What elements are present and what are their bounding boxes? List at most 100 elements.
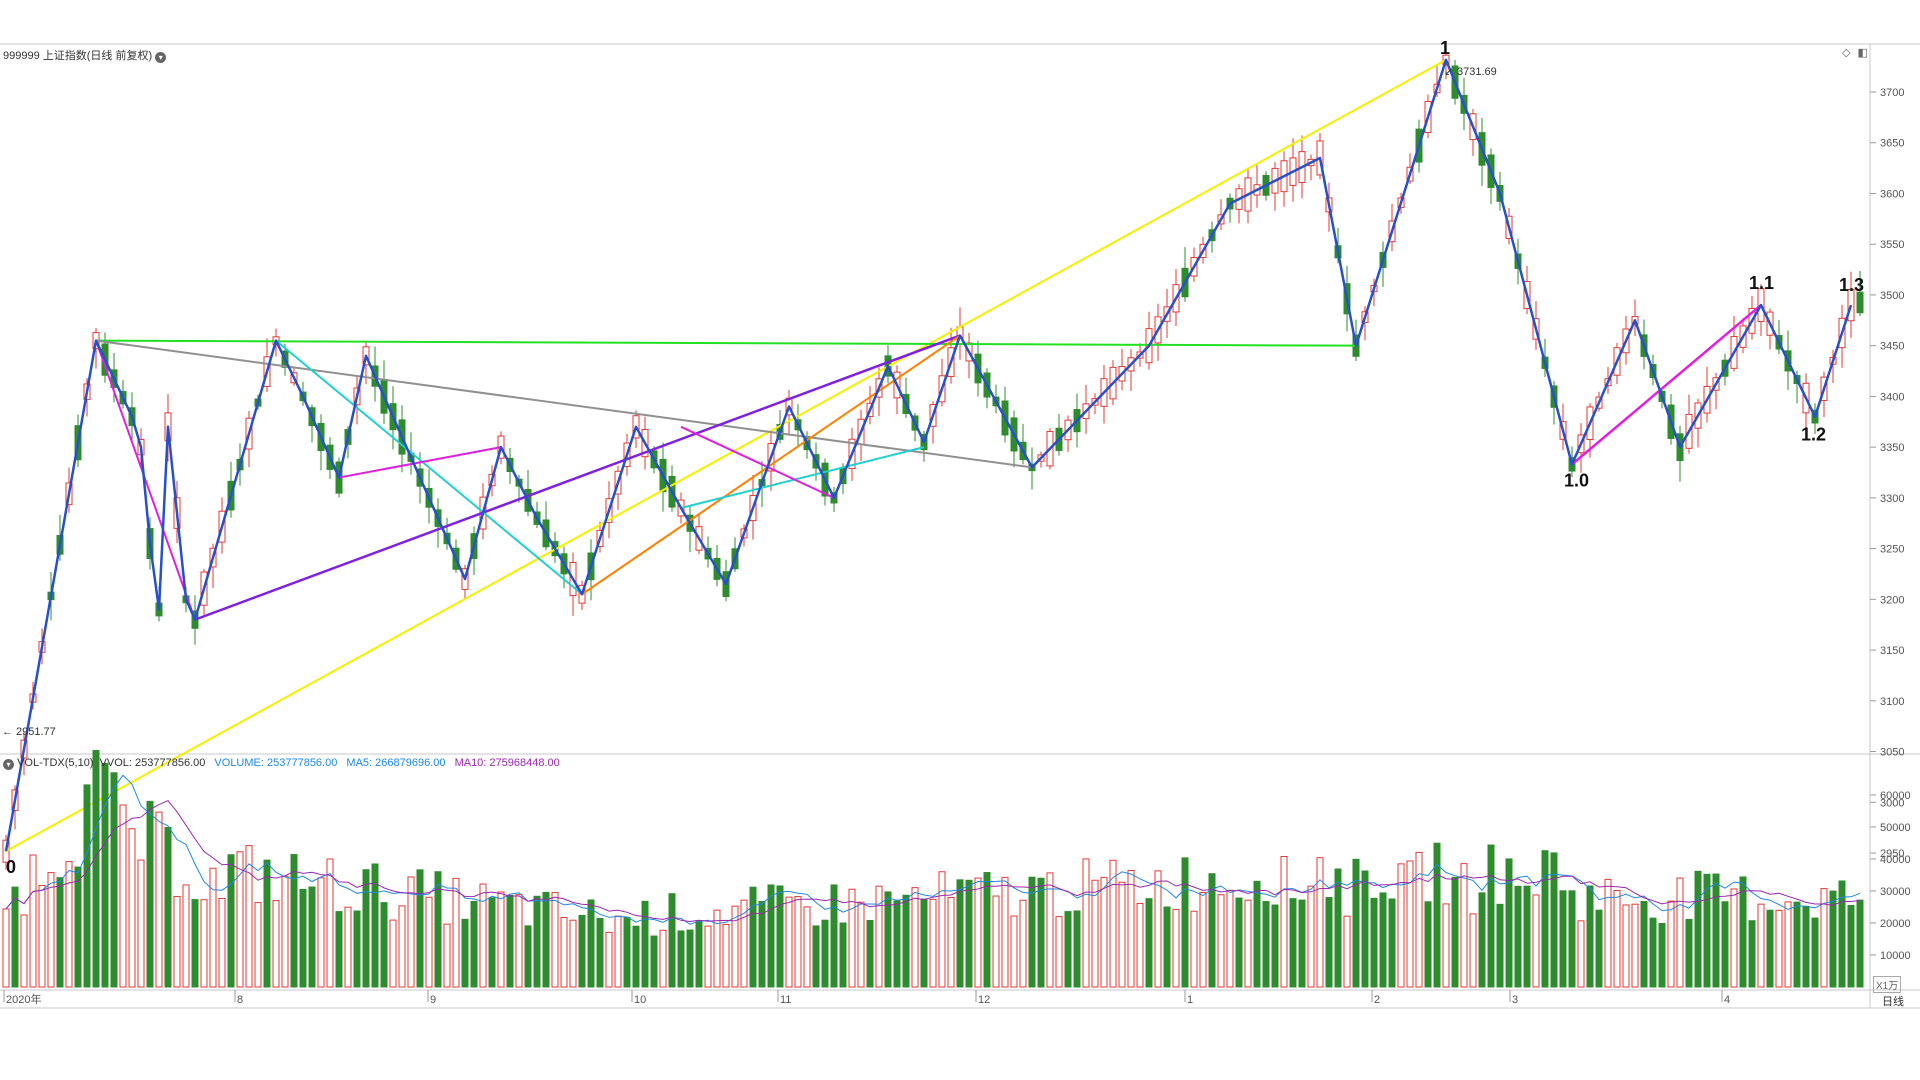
time-tick-label: 12 — [978, 994, 990, 1006]
indicator-name: VOL-TDX(5,10) — [17, 757, 94, 769]
time-tick-label: 8 — [237, 994, 243, 1006]
wave-label: 1.1 — [1749, 273, 1774, 293]
volume-bar — [1667, 900, 1675, 988]
volume-bar — [1640, 901, 1648, 988]
volume-bar — [767, 884, 775, 988]
volume-bar — [299, 888, 307, 988]
chart-controls: ◇ ◧ — [1842, 46, 1868, 59]
volume-bar — [1739, 876, 1747, 988]
volume-bar — [713, 909, 721, 988]
volume-bar — [515, 894, 523, 988]
volume-bar — [659, 929, 667, 988]
wave-label: 1.2 — [1801, 425, 1826, 445]
volume-bar — [47, 872, 55, 988]
title-dropdown-icon[interactable]: ▾ — [155, 52, 167, 63]
volume-bar — [911, 887, 919, 988]
price-tick-label: 3100 — [1880, 696, 1904, 708]
volume-bar — [839, 922, 847, 988]
volume-bar — [425, 896, 433, 988]
volume-bar — [200, 899, 208, 988]
volume-bar — [803, 906, 811, 988]
volume-bar — [1037, 877, 1045, 988]
volume-bar — [1253, 880, 1261, 988]
volume-bar — [749, 886, 757, 988]
volume-bar — [1460, 863, 1468, 988]
volume-tick-label: 50000 — [1880, 822, 1911, 834]
magenta-trend-line-2 — [338, 446, 502, 479]
volume-bar — [1154, 870, 1162, 988]
volume-bar — [1694, 870, 1702, 988]
period-label[interactable]: 日线 — [1882, 996, 1904, 1008]
volume-bar — [1532, 894, 1540, 988]
gray-trend-line — [95, 339, 1033, 469]
volume-bar — [1073, 910, 1081, 988]
volume-bar — [569, 919, 577, 988]
volume-bar — [20, 914, 28, 988]
volume-bar — [776, 885, 784, 988]
volume-bar — [1055, 916, 1063, 988]
volume-bar — [227, 854, 235, 988]
diamond-icon[interactable]: ◇ — [1842, 47, 1851, 59]
volume-bar — [65, 861, 73, 988]
time-tick-label: 11 — [780, 994, 791, 1006]
volume-bar — [110, 772, 118, 988]
volume-bar — [1595, 909, 1603, 988]
volume-bar — [848, 888, 856, 988]
ma10-line — [5, 799, 1861, 923]
volume-bar — [1847, 904, 1855, 988]
volume-bar — [1577, 920, 1585, 988]
volume-bar — [1604, 878, 1612, 988]
volume-dropdown-icon[interactable]: ▾ — [3, 759, 14, 770]
volume-bar — [155, 811, 163, 988]
volume-bar — [1118, 881, 1126, 988]
volume-bar — [128, 828, 136, 988]
volume-bar — [920, 898, 928, 988]
time-tick-label: 9 — [430, 994, 436, 1006]
volume-bar — [1028, 876, 1036, 988]
volume-bar — [1289, 898, 1297, 988]
chart-title-text: 999999 上证指数(日线 前复权) — [3, 50, 153, 62]
volume-bar — [335, 911, 343, 988]
wave-zigzag-line — [4, 58, 1853, 852]
volume-bar — [1730, 888, 1738, 988]
price-tick-label: 3600 — [1880, 188, 1904, 200]
volume-bar — [398, 905, 406, 988]
volume-bar — [929, 898, 937, 988]
panel-toggle-icon[interactable]: ◧ — [1857, 47, 1868, 59]
volume-bar — [992, 895, 1000, 988]
volume-bar — [641, 900, 649, 988]
volume-bar — [1676, 877, 1684, 988]
volume-bar — [1658, 923, 1666, 988]
volume-bar — [1100, 876, 1108, 988]
volume-bar — [1685, 918, 1693, 988]
volume-bar — [1559, 890, 1567, 988]
volume-bar — [191, 899, 199, 988]
price-tick-label: 3450 — [1880, 341, 1904, 353]
volume-bar — [1298, 899, 1306, 988]
volume-bar — [956, 879, 964, 988]
volume-bar — [866, 919, 874, 988]
time-tick-label: 2020年 — [6, 992, 41, 1006]
volume-bar — [983, 872, 991, 988]
wave-label: 0 — [6, 857, 16, 877]
volume-bar — [11, 886, 19, 988]
volume-bar — [488, 897, 496, 988]
volume-bar — [1064, 911, 1072, 988]
magenta-trend-line-3 — [680, 425, 835, 499]
volume-bar — [722, 923, 730, 988]
volume-bar — [407, 876, 415, 988]
volume-bar — [371, 863, 379, 988]
volume-bar — [1091, 879, 1099, 988]
volume-bar — [344, 906, 352, 988]
volume-bar — [1622, 904, 1630, 988]
volume-bar — [821, 919, 829, 988]
volume-bar — [29, 854, 37, 988]
volume-bar — [290, 854, 298, 988]
volume-bar — [1415, 851, 1423, 988]
volume-bar — [875, 885, 883, 988]
volume-tick-label: 40000 — [1880, 854, 1911, 866]
volume-bar — [308, 886, 316, 988]
volume-bar — [524, 925, 532, 988]
cyan-trend-line-2 — [680, 446, 925, 509]
